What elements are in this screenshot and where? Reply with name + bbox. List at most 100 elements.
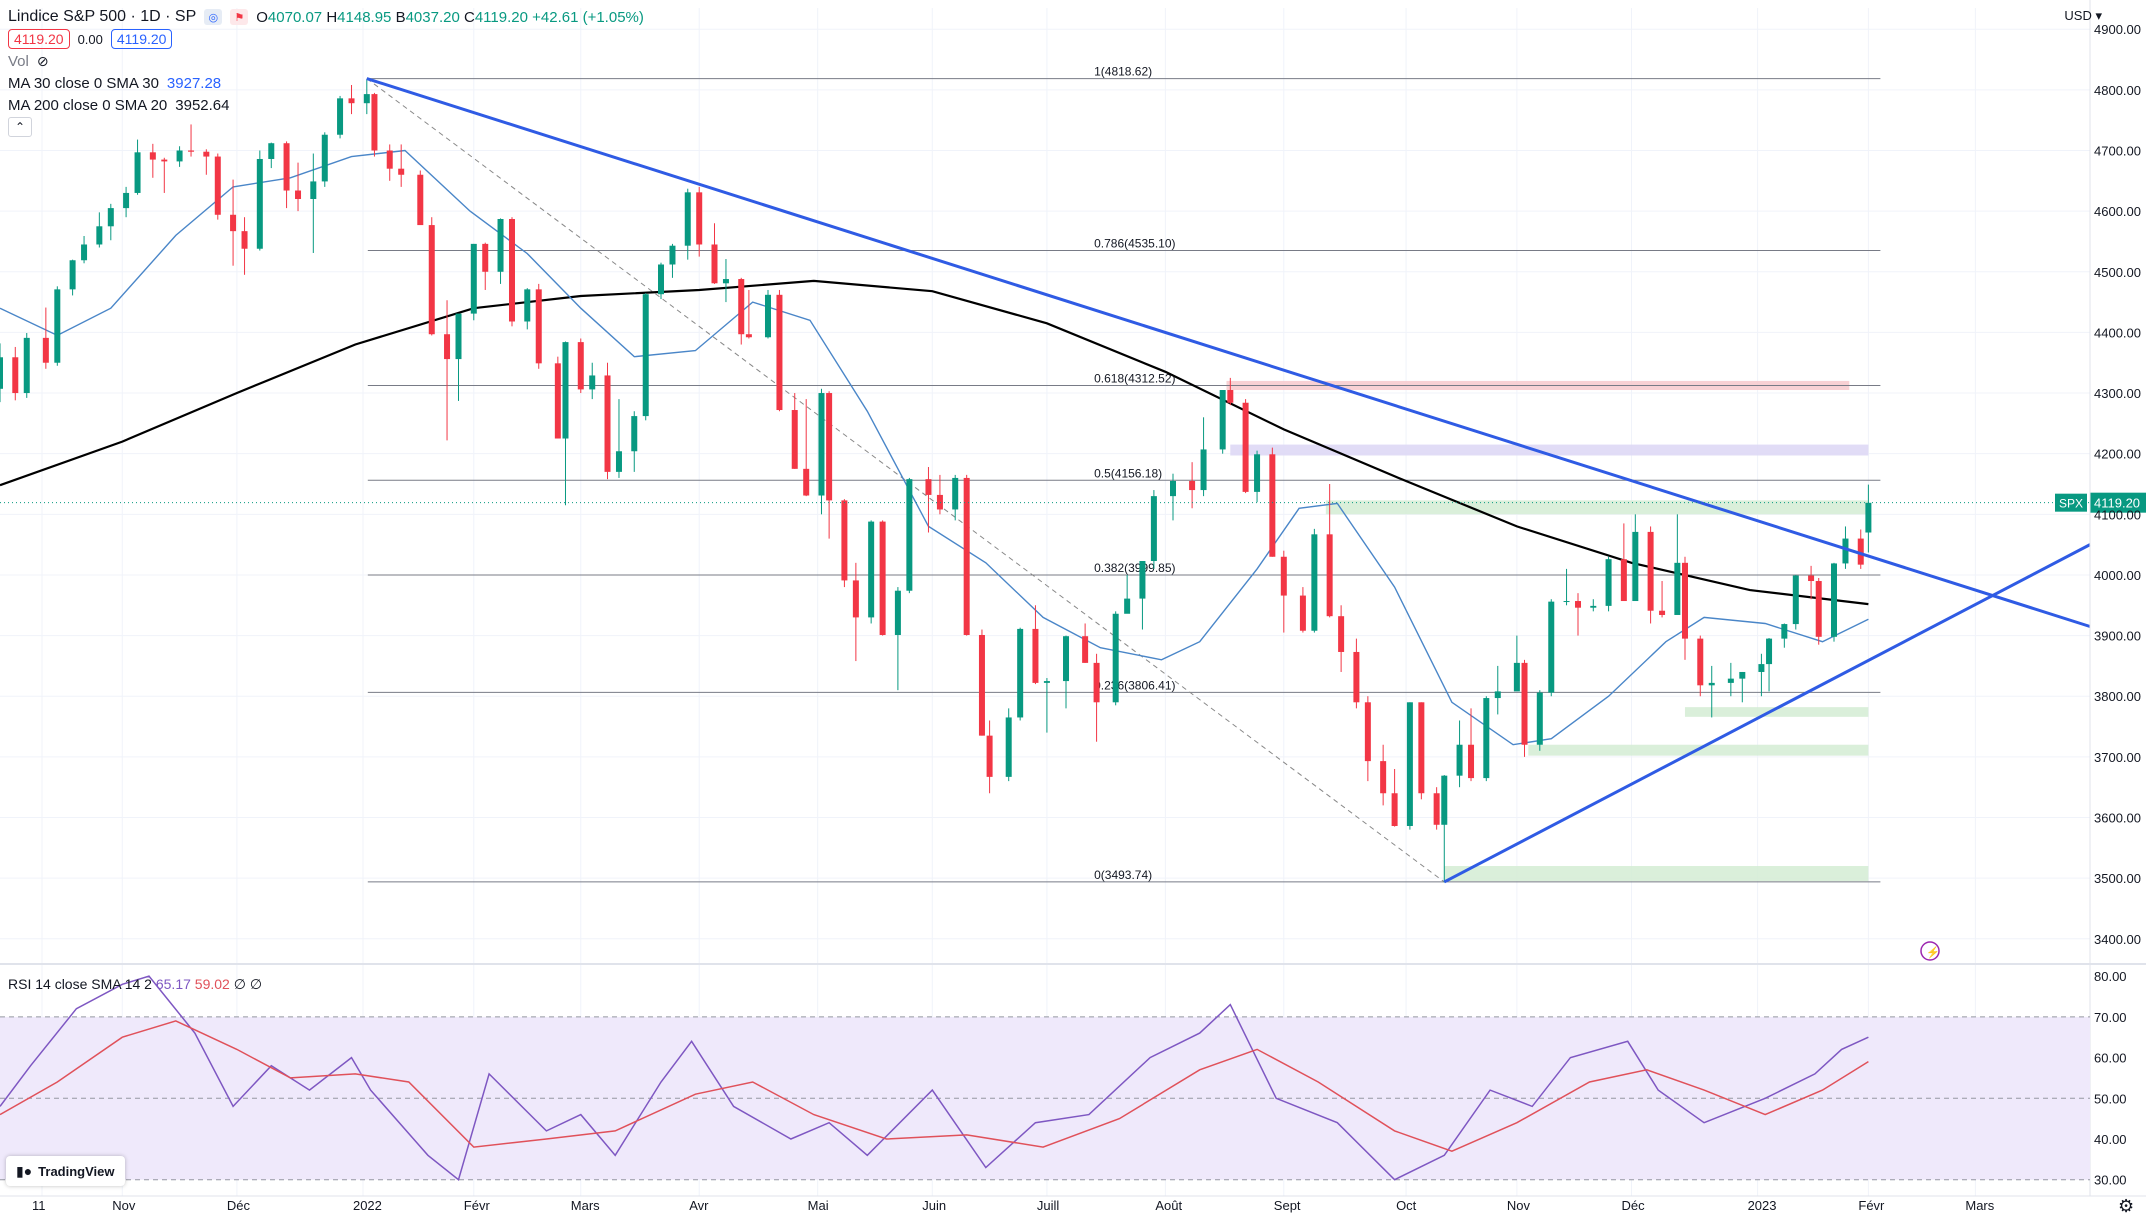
candle-body xyxy=(1727,678,1734,683)
candle-body xyxy=(268,143,275,159)
candle-body xyxy=(455,313,462,360)
tradingview-logo[interactable]: ▮● TradingView xyxy=(6,1156,125,1186)
candle-body xyxy=(1441,775,1448,825)
rsi-label[interactable]: RSI 14 close SMA 14 2 xyxy=(8,976,152,992)
candle-body xyxy=(1338,616,1345,652)
symbol-tag xyxy=(2055,493,2087,512)
sell-price[interactable]: 4119.20 xyxy=(8,29,70,49)
symbol-title[interactable]: Lindice S&P 500 · 1D · SP xyxy=(8,8,197,25)
candle-body xyxy=(852,580,859,618)
candle-body xyxy=(577,342,584,390)
eye-toggle-icon[interactable]: ◎ xyxy=(204,9,223,25)
time-axis-tick: Avr xyxy=(689,1198,709,1213)
candle-body xyxy=(1708,682,1715,686)
fib-level-label: 0.5(4156.18) xyxy=(1094,466,1162,480)
candle-body xyxy=(925,479,932,495)
time-axis-tick: Déc xyxy=(227,1198,251,1213)
candle-body xyxy=(589,375,596,390)
candle-body xyxy=(321,134,328,182)
flag-icon[interactable]: ⚑ xyxy=(230,9,249,25)
candle-body xyxy=(107,208,114,227)
trendline-up xyxy=(1443,543,2091,884)
candle-body xyxy=(1200,449,1207,491)
candle-body xyxy=(1758,664,1765,672)
candle-body xyxy=(363,94,370,104)
chart-legend: Lindice S&P 500 · 1D · SP ◎ ⚑ O4070.07 H… xyxy=(8,6,644,138)
candle-body xyxy=(1697,638,1704,686)
ma200-value: 3952.64 xyxy=(175,96,230,114)
candle-body xyxy=(508,219,515,322)
candle-body xyxy=(1468,744,1475,779)
candle-body xyxy=(1781,624,1788,639)
candle-body xyxy=(1242,402,1249,492)
candle-body xyxy=(1456,744,1463,776)
candle-body xyxy=(642,294,649,417)
candle-body xyxy=(1063,636,1070,682)
candle-body xyxy=(1831,563,1838,637)
last-price-tag xyxy=(2090,492,2146,513)
candle-body xyxy=(818,393,825,496)
candle-body xyxy=(1005,717,1012,777)
price-axis-tick: 3600.00 xyxy=(2094,811,2141,826)
time-axis-tick: Févr xyxy=(1858,1198,1885,1213)
spread-value: 0.00 xyxy=(77,31,103,47)
candle-body xyxy=(1280,556,1287,596)
price-axis-tick: 3900.00 xyxy=(2094,629,2141,644)
candle-body xyxy=(188,150,195,152)
hidden-eye-icon[interactable]: ⊘ xyxy=(36,52,49,69)
rsi-axis-tick: 50.00 xyxy=(2094,1091,2127,1106)
time-axis-tick: Mars xyxy=(1965,1198,1994,1213)
candle-body xyxy=(1124,598,1131,614)
candle-body xyxy=(684,192,691,246)
candle-body xyxy=(371,94,378,151)
time-axis-tick: Nov xyxy=(1507,1198,1531,1213)
candle-body xyxy=(54,289,61,363)
ma200-label[interactable]: MA 200 close 0 SMA 20 xyxy=(8,96,168,114)
candle-body xyxy=(535,289,542,364)
fib-level-label: 0.236(3806.41) xyxy=(1094,678,1175,692)
candle-body xyxy=(1017,628,1024,718)
candle-body xyxy=(42,337,49,363)
candle-body xyxy=(1808,575,1815,582)
candle-body xyxy=(1620,559,1627,602)
candle-body xyxy=(23,337,30,394)
price-axis-tick: 4600.00 xyxy=(2094,204,2141,219)
settings-gear-icon: ⚙ xyxy=(2118,1196,2134,1216)
candle-body xyxy=(562,342,569,439)
fib-level-label: 0.618(4312.52) xyxy=(1094,371,1175,385)
currency-selector[interactable]: USD ▾ xyxy=(2064,8,2102,23)
candle-body xyxy=(803,468,810,496)
ma30-label[interactable]: MA 30 close 0 SMA 30 xyxy=(8,74,159,92)
candle-body xyxy=(1093,662,1100,703)
candle-body xyxy=(1632,531,1639,602)
candle-body xyxy=(398,168,405,175)
candle-body xyxy=(1112,613,1119,703)
candle-body xyxy=(696,192,703,245)
candle-body xyxy=(1513,662,1520,692)
rsi-axis-tick: 60.00 xyxy=(2094,1051,2127,1066)
price-zone xyxy=(1325,500,1869,515)
ma200-line xyxy=(0,279,1869,606)
candle-body xyxy=(978,634,985,736)
time-axis-tick: Août xyxy=(1155,1198,1182,1213)
candle-body xyxy=(604,375,611,472)
candle-body xyxy=(738,279,745,335)
candle-body xyxy=(283,143,290,191)
candle-body xyxy=(1647,531,1654,611)
ma30-line xyxy=(0,149,1869,746)
buy-price[interactable]: 4119.20 xyxy=(110,29,173,49)
candle-body xyxy=(1483,698,1490,779)
candle-body xyxy=(1739,671,1746,679)
price-axis-tick: 3700.00 xyxy=(2094,750,2141,765)
collapse-legend-button[interactable]: ⌃ xyxy=(8,117,32,137)
candle-body xyxy=(658,264,665,295)
candle-body xyxy=(1326,534,1333,617)
candle-body xyxy=(1032,628,1039,683)
candle-body xyxy=(524,289,531,322)
candle-body xyxy=(826,393,833,501)
time-axis-tick: Juin xyxy=(922,1198,946,1213)
candle-body xyxy=(554,363,561,439)
time-axis-tick: Déc xyxy=(1621,1198,1645,1213)
